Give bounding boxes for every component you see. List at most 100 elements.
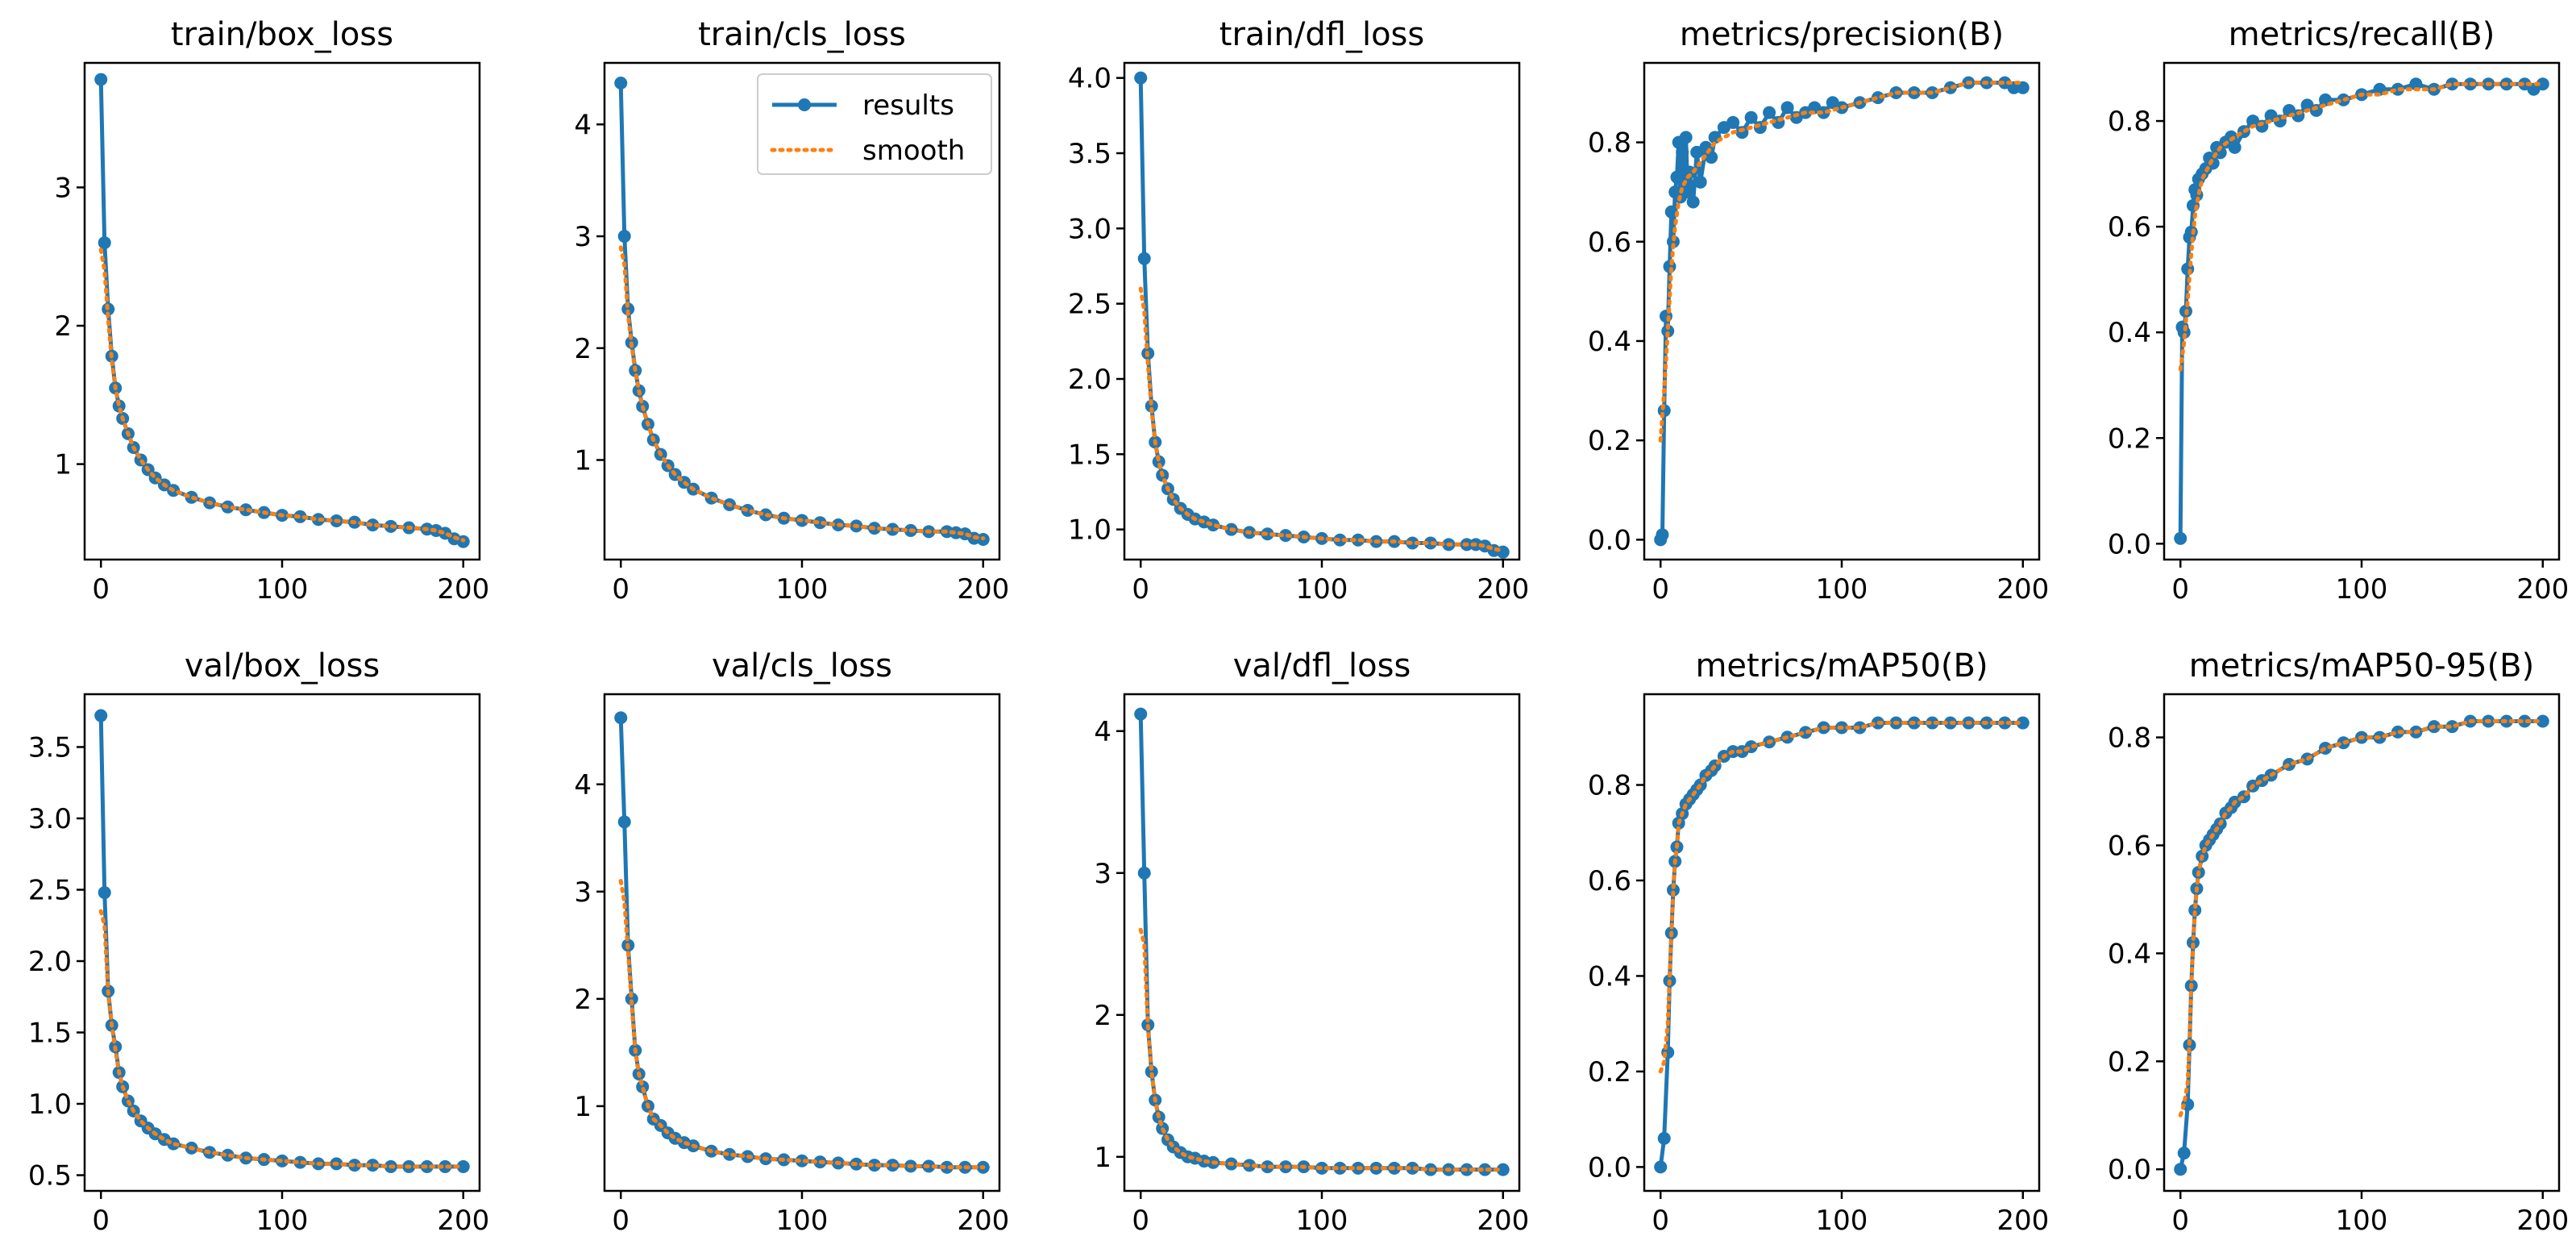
- smooth-line: [618, 245, 986, 541]
- results-point: [2518, 714, 2532, 728]
- y-tick-label: 1.5: [1068, 439, 1111, 471]
- results-point: [1406, 1161, 1419, 1175]
- results-point: [636, 1080, 650, 1093]
- results-point: [1705, 151, 1718, 164]
- y-tick-label: 0.2: [2108, 422, 2151, 455]
- results-point: [94, 73, 108, 86]
- subplot-train-cls-loss: train/cls_loss 0 100 200 1 2 3 4 results smooth: [574, 16, 1009, 606]
- results-point: [625, 992, 638, 1005]
- y-tick-label: 0.6: [1588, 227, 1631, 259]
- x-tick-label: 0: [92, 1205, 110, 1237]
- results-point: [1666, 883, 1680, 897]
- results-point: [456, 1159, 470, 1173]
- x-tick-label: 100: [776, 573, 829, 606]
- y-tick-label: 0.4: [1588, 960, 1631, 993]
- results-line: [1138, 714, 1503, 1172]
- results-point: [1137, 866, 1151, 880]
- results-point: [1998, 716, 2012, 730]
- results-point: [2536, 77, 2549, 91]
- results-point: [293, 1155, 307, 1169]
- x-tick-label: 200: [437, 1205, 489, 1237]
- y-tick-label: 2.5: [1068, 289, 1111, 321]
- results-point: [886, 522, 900, 536]
- y-tick-label: 0.2: [2108, 1046, 2151, 1078]
- results-point: [239, 503, 253, 517]
- smooth-line: [2178, 81, 2545, 372]
- results-point: [1780, 101, 1794, 114]
- x-tick-label: 100: [1816, 573, 1868, 606]
- results-point: [2184, 225, 2198, 239]
- results-point: [1496, 545, 1510, 559]
- y-tick-label: 0.6: [2108, 211, 2151, 243]
- results-line: [98, 715, 463, 1169]
- results-point: [1261, 1160, 1274, 1174]
- results-point: [2188, 903, 2202, 917]
- x-tick-label: 200: [2516, 573, 2569, 606]
- subplot-title: val/box_loss: [185, 647, 380, 685]
- y-tick-label: 0.0: [2108, 528, 2151, 560]
- plot-area: [1134, 71, 1510, 559]
- results-point: [1726, 115, 1740, 129]
- results-point: [1664, 205, 1678, 219]
- results-point: [2174, 1163, 2188, 1176]
- results-point: [1683, 165, 1697, 179]
- y-tick-label: 0.8: [2108, 722, 2151, 755]
- y-tick-label: 1: [574, 1091, 592, 1123]
- subplot-val-box-loss: val/box_loss 0 100 200 0.5 1.0 1.5 2.0 2.5 3.0 3.5: [28, 647, 489, 1237]
- results-point: [221, 1148, 235, 1162]
- results-point: [940, 1160, 954, 1174]
- y-tick-label: 0.4: [2108, 317, 2151, 349]
- x-tick-label: 100: [256, 573, 309, 606]
- results-point: [813, 516, 827, 530]
- results-point: [2016, 81, 2030, 94]
- results-point: [98, 236, 111, 250]
- results-point: [1735, 126, 1749, 139]
- results-point: [867, 1159, 881, 1172]
- plot-area: [1134, 707, 1510, 1176]
- results-point: [1145, 1065, 1158, 1079]
- results-point: [1763, 106, 1776, 119]
- x-tick-label: 0: [1652, 1205, 1669, 1237]
- y-tick-label: 2: [574, 333, 592, 365]
- y-tick-label: 3.5: [1068, 138, 1111, 170]
- results-point: [1799, 726, 1813, 739]
- results-point: [1926, 716, 1939, 730]
- results-point: [617, 815, 631, 829]
- results-point: [723, 1147, 737, 1161]
- x-tick-label: 200: [2516, 1205, 2569, 1237]
- x-tick-label: 100: [1296, 573, 1348, 606]
- subplot-title: metrics/recall(B): [2229, 16, 2495, 53]
- smooth-line: [2178, 719, 2545, 1118]
- plot-area: [614, 76, 990, 547]
- results-point: [1134, 707, 1148, 721]
- results-point: [2186, 936, 2200, 949]
- results-point: [1137, 252, 1151, 265]
- smooth-line: [1138, 927, 1506, 1172]
- results-point: [2228, 140, 2242, 154]
- y-tick-label: 1: [1094, 1142, 1111, 1174]
- subplot-metrics-map50-b: metrics/mAP50(B) 0 100 200 0.0 0.2 0.4 0.6 0.8: [1588, 647, 2049, 1237]
- results-point: [1943, 81, 1957, 94]
- x-tick-label: 100: [2336, 1205, 2388, 1237]
- y-tick-label: 2.0: [1068, 364, 1111, 396]
- smooth-line: [1658, 721, 2025, 1074]
- subplot-val-dfl-loss: val/dfl_loss 0 100 200 1 2 3 4: [1094, 647, 1529, 1237]
- results-point: [98, 886, 111, 900]
- plot-area: [2174, 714, 2549, 1176]
- y-tick-label: 3: [574, 221, 592, 253]
- x-tick-label: 0: [612, 573, 629, 606]
- subplot-title: val/dfl_loss: [1233, 647, 1411, 685]
- smooth-line: [618, 879, 986, 1170]
- y-tick-label: 2.0: [28, 946, 72, 978]
- results-point: [1496, 1163, 1510, 1176]
- results-point: [2016, 716, 2030, 730]
- y-tick-label: 1.0: [28, 1088, 72, 1121]
- results-point: [614, 76, 628, 89]
- subplot-title: train/cls_loss: [698, 16, 906, 53]
- axes-frame: [83, 61, 481, 561]
- axes-frame: [1123, 61, 1521, 561]
- y-tick-label: 0.6: [1588, 865, 1631, 897]
- results-point: [1679, 131, 1693, 144]
- y-tick-label: 4: [1094, 716, 1111, 748]
